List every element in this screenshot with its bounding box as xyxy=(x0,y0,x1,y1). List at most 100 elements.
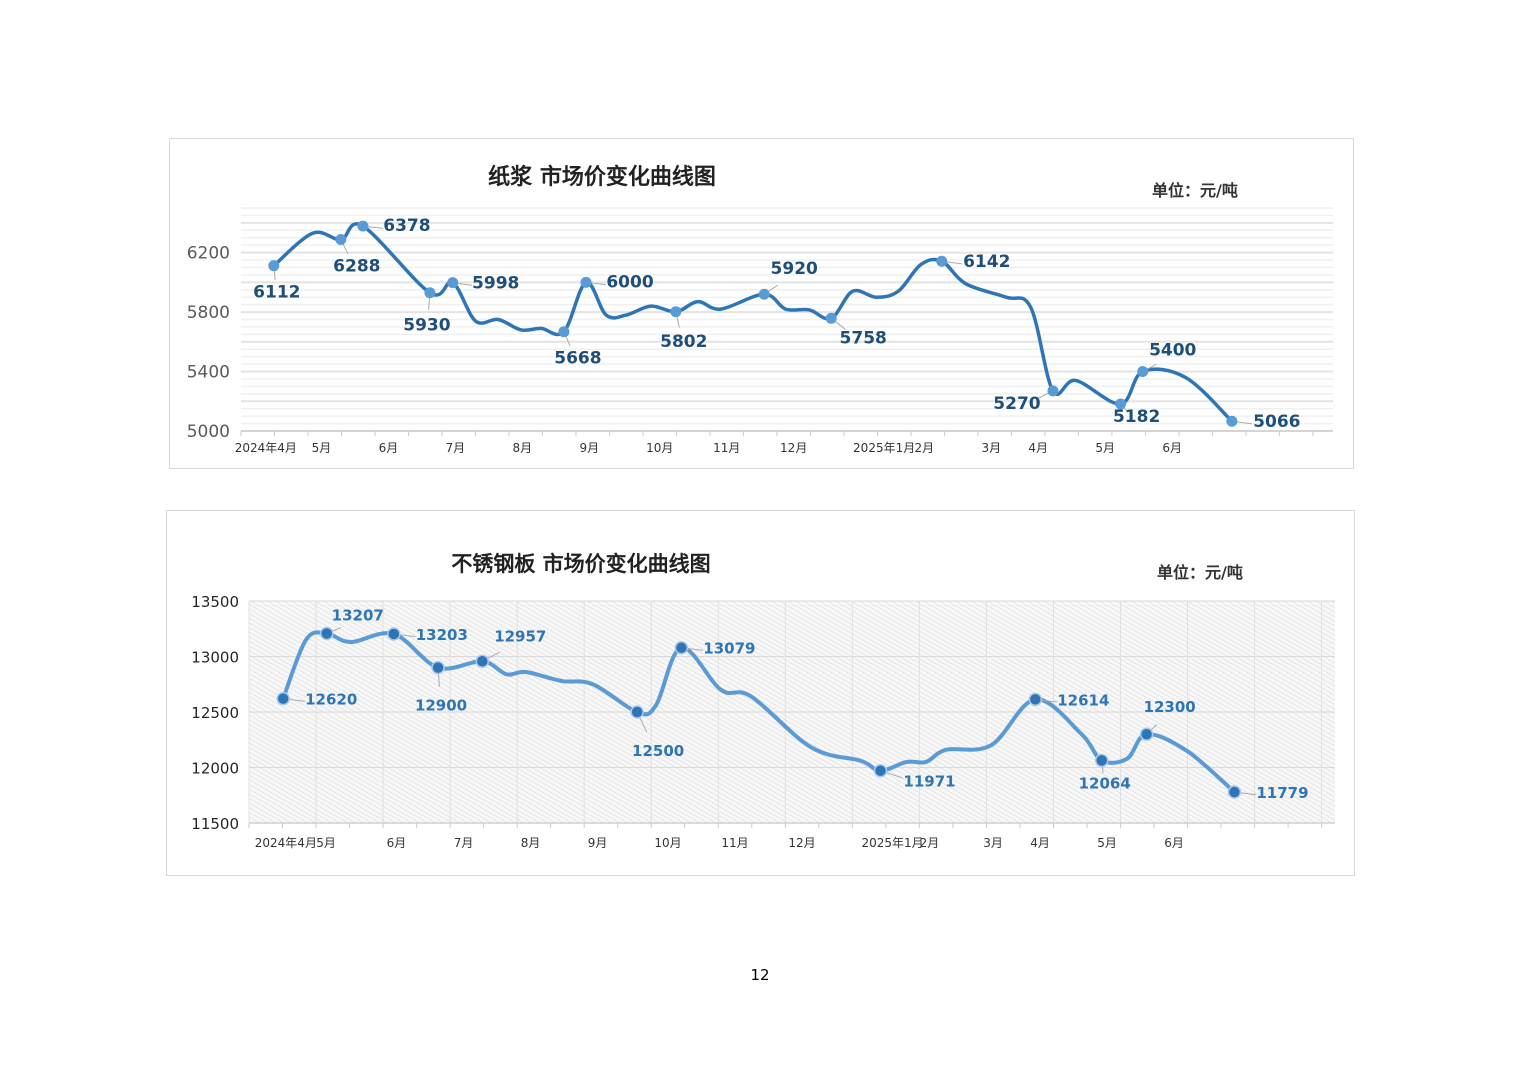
x-tick-label: 12月 xyxy=(780,441,807,455)
x-tick-label: 6月 xyxy=(1164,836,1184,850)
data-label: 5066 xyxy=(1253,412,1300,432)
data-point-marker xyxy=(1137,366,1149,378)
x-tick-label: 3月 xyxy=(983,836,1003,850)
x-tick-label: 2月 xyxy=(915,441,935,455)
data-label: 13203 xyxy=(416,626,468,644)
data-label: 5930 xyxy=(403,316,450,336)
data-label: 5270 xyxy=(993,394,1040,414)
data-point-marker xyxy=(1047,385,1059,397)
data-label: 6112 xyxy=(253,283,300,303)
x-tick-label: 12月 xyxy=(788,836,815,850)
data-label: 13207 xyxy=(332,607,384,625)
x-tick-label: 11月 xyxy=(721,836,748,850)
data-point-marker xyxy=(1094,753,1109,768)
x-tick-label: 5月 xyxy=(1097,836,1117,850)
x-tick-label: 3月 xyxy=(982,441,1002,455)
data-point-marker xyxy=(580,276,592,288)
data-label: 5758 xyxy=(840,328,887,348)
data-point-marker xyxy=(670,306,682,318)
data-point-marker xyxy=(674,640,689,655)
data-point-marker xyxy=(825,312,837,324)
x-tick-label: 10月 xyxy=(646,441,673,455)
data-point-marker xyxy=(431,660,445,675)
y-tick-label: 6200 xyxy=(187,244,230,264)
x-tick-label: 8月 xyxy=(513,441,533,455)
data-label: 6378 xyxy=(383,216,430,236)
y-tick-label: 5800 xyxy=(187,303,230,323)
y-tick-label: 12000 xyxy=(191,760,239,778)
x-tick-label: 8月 xyxy=(521,836,541,850)
steel-chart-svg: 不锈钢板 市场价变化曲线图 单位：元/吨 11500 12000 12500 13000 1… xyxy=(191,552,1335,850)
data-label: 12300 xyxy=(1144,698,1196,716)
series-line xyxy=(272,222,1234,423)
y-tick-label: 13500 xyxy=(191,593,239,611)
data-point-marker xyxy=(758,288,770,300)
data-label: 6142 xyxy=(963,252,1010,272)
unit-label: 单位：元/吨 xyxy=(1157,563,1243,582)
x-tick-label: 2024年4月 xyxy=(255,836,317,850)
x-tick-label: 9月 xyxy=(580,441,600,455)
pulp-price-chart: 纸浆 市场价变化曲线图单位：元/吨 5000 5400 5800 6200 2024年4月… xyxy=(169,138,1354,469)
x-tick-label: 10月 xyxy=(654,836,681,850)
data-label: 12064 xyxy=(1079,774,1131,792)
data-label: 5400 xyxy=(1149,341,1196,361)
data-point-marker xyxy=(1115,398,1127,410)
data-point-marker xyxy=(387,627,401,641)
data-label: 5182 xyxy=(1113,407,1160,427)
x-tick-label: 4月 xyxy=(1030,836,1050,850)
data-point-marker xyxy=(1227,785,1242,799)
data-point-marker xyxy=(335,234,347,246)
data-label: 5802 xyxy=(660,332,707,352)
data-label: 12957 xyxy=(494,627,546,645)
data-label: 6000 xyxy=(606,272,653,292)
data-label: 5998 xyxy=(472,274,519,294)
chart-title: 纸浆 市场价变化曲线图 xyxy=(488,164,716,190)
data-point-marker xyxy=(1028,692,1043,707)
y-tick-label: 12500 xyxy=(191,704,239,722)
data-point-marker xyxy=(936,255,948,267)
x-tick-label: 2024年4月 xyxy=(235,441,297,455)
data-label: 11971 xyxy=(903,773,955,791)
x-tick-label: 5月 xyxy=(312,441,332,455)
data-label: 11779 xyxy=(1256,784,1308,802)
y-tick-label: 11500 xyxy=(191,815,239,833)
data-label: 12614 xyxy=(1057,691,1109,709)
y-tick-label: 13000 xyxy=(191,649,239,667)
data-label: 13079 xyxy=(703,640,755,658)
data-point-marker xyxy=(1226,415,1238,427)
data-point-marker xyxy=(873,763,888,778)
x-tick-label: 2025年1月 xyxy=(861,836,923,850)
data-label: 6288 xyxy=(333,257,380,277)
x-tick-label: 5月 xyxy=(316,836,336,850)
data-point-marker xyxy=(424,287,436,299)
x-tick-label: 2月 xyxy=(920,836,940,850)
data-point-marker xyxy=(276,691,290,706)
data-point-marker xyxy=(320,626,334,641)
data-point-marker xyxy=(1139,727,1154,741)
y-tick-label: 5400 xyxy=(187,363,230,383)
x-tick-label: 2025年1月 xyxy=(853,441,915,455)
data-point-marker xyxy=(447,277,459,289)
x-tick-label: 6月 xyxy=(379,441,399,455)
data-label: 12900 xyxy=(415,697,467,715)
x-tick-label: 7月 xyxy=(446,441,466,455)
data-label: 12500 xyxy=(632,742,684,760)
stainless-steel-price-chart: 不锈钢板 市场价变化曲线图 单位：元/吨 11500 12000 12500 13000 1… xyxy=(166,510,1355,876)
page-number: 12 xyxy=(750,966,770,984)
chart-title: 不锈钢板 市场价变化曲线图 xyxy=(451,552,710,576)
y-tick-label: 5000 xyxy=(187,422,230,442)
data-label: 5668 xyxy=(554,349,601,369)
x-tick-label: 6月 xyxy=(387,836,407,850)
x-tick-label: 11月 xyxy=(713,441,740,455)
data-point-marker xyxy=(357,220,369,232)
data-label: 12620 xyxy=(305,691,357,709)
x-tick-label: 6月 xyxy=(1162,441,1182,455)
x-tick-label: 7月 xyxy=(454,836,474,850)
x-tick-label: 4月 xyxy=(1028,441,1048,455)
x-tick-label: 9月 xyxy=(588,836,608,850)
x-tick-label: 5月 xyxy=(1095,441,1115,455)
unit-label: 单位：元/吨 xyxy=(1152,181,1238,200)
data-point-marker xyxy=(558,326,570,338)
